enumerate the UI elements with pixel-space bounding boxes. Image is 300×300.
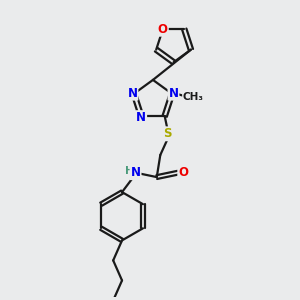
Text: N: N [130, 166, 141, 179]
Text: O: O [158, 23, 168, 36]
Text: H: H [125, 166, 134, 176]
Text: N: N [169, 87, 178, 100]
Text: O: O [178, 166, 188, 178]
Text: S: S [164, 127, 172, 140]
Text: N: N [136, 111, 146, 124]
Text: N: N [128, 87, 137, 100]
Text: CH₃: CH₃ [183, 92, 204, 102]
